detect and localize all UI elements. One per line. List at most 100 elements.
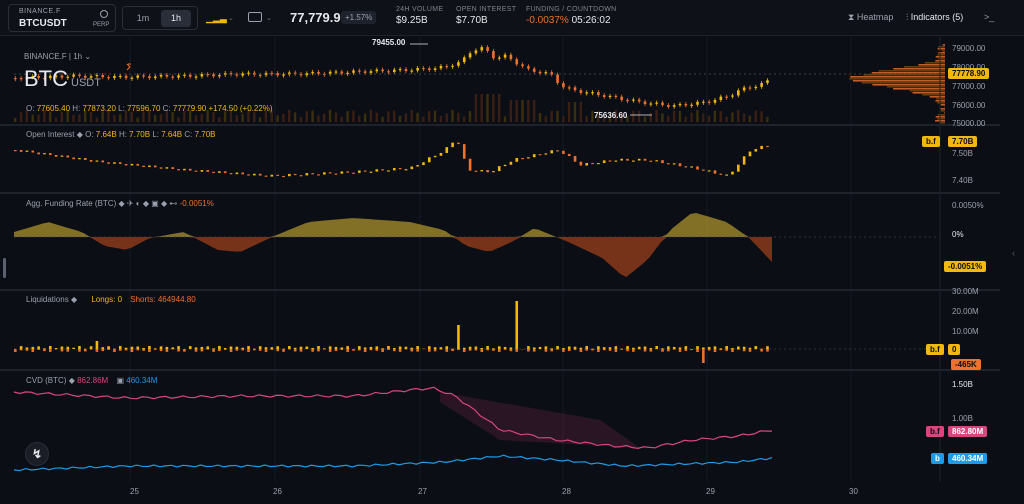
price-candle	[498, 58, 501, 59]
liq-long-bar	[241, 348, 244, 349]
liq-longs-tag: 0	[948, 344, 960, 355]
price-candle	[451, 66, 454, 67]
timeframe-1m-button[interactable]: 1m	[128, 10, 158, 27]
price-candle	[644, 101, 647, 104]
oi-candle	[212, 172, 215, 173]
liq-short-bar	[661, 349, 664, 352]
volume-profile-row	[942, 50, 945, 52]
oi-candle	[760, 146, 763, 149]
volume-bar	[574, 102, 576, 122]
liq-short-bar	[475, 349, 478, 350]
oi-candle	[131, 164, 134, 166]
liq-short-bar	[61, 349, 64, 351]
price-candle	[218, 75, 221, 76]
liq-short-bar	[183, 349, 186, 352]
volume-bar	[195, 115, 197, 122]
liq-short-bar	[136, 349, 139, 350]
liq-long-bar	[206, 346, 209, 349]
liq-long-bar	[37, 346, 40, 349]
liq-short-bar	[492, 349, 495, 351]
price-candle	[515, 59, 518, 64]
chevron-down-icon[interactable]: ⌄	[266, 14, 272, 22]
price-candle	[317, 72, 320, 74]
oi-candle	[720, 174, 723, 175]
liq-short-bar	[428, 349, 431, 352]
price-candle	[166, 75, 169, 77]
resize-handle[interactable]	[3, 258, 6, 278]
volume-bar	[539, 113, 541, 122]
volume-profile-row	[941, 108, 945, 110]
oi-candle	[650, 161, 653, 162]
volume-bar	[650, 113, 652, 122]
volume-bar	[562, 116, 564, 122]
volume-bar	[451, 110, 453, 122]
liq-short-bar	[737, 349, 740, 350]
funding-area	[14, 213, 940, 277]
volume-bar	[743, 114, 745, 122]
price-candle	[556, 75, 559, 83]
liq-short-bar	[195, 349, 198, 352]
volume-bar	[381, 117, 383, 122]
indicators-button[interactable]: ⫶ Indicators (5)	[906, 12, 963, 23]
liq-short-bar	[597, 349, 600, 352]
funding-axis-tick: 0%	[952, 230, 964, 239]
oi-candle	[731, 172, 734, 175]
liq-short-bar	[335, 349, 338, 351]
liq-axis-tick: 10.00M	[952, 327, 979, 336]
funding-value-tag: -0.0051%	[944, 261, 986, 272]
price-candle	[480, 47, 483, 50]
volume-bar	[702, 113, 704, 122]
liq-short-bar	[685, 349, 688, 351]
price-candle	[615, 96, 618, 97]
chart-type-icon[interactable]: ▁▂▃	[206, 13, 227, 24]
chart-source-label[interactable]: BINANCE.F | 1h ⌄	[24, 52, 91, 61]
oi-candle	[498, 166, 501, 171]
price-candle	[521, 64, 524, 66]
volume-bar	[510, 100, 512, 122]
bybit-icon: ▣	[116, 376, 124, 385]
chevron-down-icon[interactable]: ⌄	[228, 14, 234, 22]
liq-long-bar	[31, 347, 34, 349]
liq-source-tag: b.f	[926, 344, 944, 355]
volume-profile-row	[922, 94, 945, 96]
collapse-panel-icon[interactable]: >_	[984, 12, 994, 22]
liq-short-bar	[679, 349, 682, 352]
oi-candle	[451, 143, 454, 148]
collapse-arrow-icon[interactable]: ‹	[1012, 248, 1022, 258]
liq-long-bar	[504, 347, 507, 349]
liq-long-bar	[236, 347, 239, 349]
liq-long-bar	[341, 347, 344, 349]
price-candle	[119, 76, 122, 77]
layout-icon[interactable]	[248, 12, 262, 22]
liq-short-bar	[311, 349, 314, 352]
liq-long-bar	[475, 347, 478, 349]
oi-axis-tick: 7.40B	[952, 176, 973, 185]
volume-bar	[341, 117, 343, 122]
liq-short-bar	[241, 349, 244, 350]
volume-bar	[463, 117, 465, 122]
timeframe-switch: 1m 1h	[122, 6, 198, 30]
price-candle	[201, 74, 204, 76]
price-candle	[125, 76, 128, 78]
liq-short-bar	[673, 349, 676, 350]
liq-long-bar	[527, 346, 530, 349]
liq-short-bar	[469, 349, 472, 351]
liq-short-bar	[160, 349, 163, 351]
price-candle	[236, 74, 239, 75]
oi-candle	[119, 162, 122, 164]
oi-candle	[708, 170, 711, 171]
timeframe-1h-button[interactable]: 1h	[161, 10, 191, 27]
heatmap-button[interactable]: ⧗ Heatmap	[848, 12, 893, 23]
liq-long-bar	[101, 347, 104, 349]
volume-bar	[376, 113, 378, 122]
last-price: 77,779.9	[290, 10, 341, 25]
symbol-selector[interactable]: BINANCE.F BTCUSDT PERP	[8, 4, 116, 32]
oi-candle	[685, 166, 688, 167]
liq-short-bar	[253, 349, 256, 350]
volume-bar	[690, 113, 692, 122]
volume-profile-row	[944, 112, 945, 114]
oi-candle	[364, 170, 367, 171]
liq-short-bar	[644, 349, 647, 352]
price-candle	[609, 96, 612, 97]
price-candle	[259, 75, 262, 76]
